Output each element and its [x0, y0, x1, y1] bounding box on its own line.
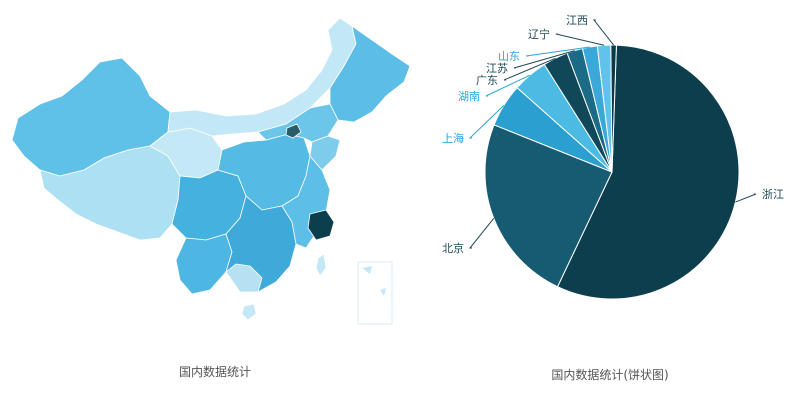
pie-label-江苏: 江苏 — [486, 62, 508, 75]
pie-leader-北京 — [468, 218, 495, 249]
map-region-taiwan[interactable] — [315, 253, 327, 277]
pie-leader-江苏 — [513, 50, 575, 69]
pie-leader-广东 — [503, 57, 556, 81]
inset-islands — [362, 266, 386, 296]
map-title: 国内数据统计 — [178, 365, 251, 379]
pie-label-广东: 广东 — [476, 74, 498, 87]
pie-chart-title: 国内数据统计(饼状图) — [551, 368, 669, 382]
pie-label-北京: 北京 — [442, 241, 464, 255]
pie-chart-panel: 浙江北京 上海 湖南 广东 江苏 山东 辽宁 江西 — [420, 0, 800, 405]
map-region-zhejiang[interactable] — [307, 209, 335, 241]
pie-label-浙江: 浙江 — [762, 188, 784, 201]
pie-slice-北京[interactable] — [484, 124, 613, 288]
pie-label-辽宁: 辽宁 — [528, 27, 550, 41]
map-region-hainan[interactable] — [241, 303, 257, 321]
pie-leader-江西 — [592, 19, 615, 46]
china-map — [11, 17, 411, 325]
pie-label-上海: 上海 — [442, 131, 464, 145]
map-region-northeast[interactable] — [329, 25, 411, 123]
pie-label-湖南: 湖南 — [458, 90, 480, 103]
south-china-sea-inset — [357, 261, 393, 325]
pie-label-山东: 山东 — [498, 50, 520, 63]
pie-leader-湖南 — [485, 74, 531, 97]
pie-leader-辽宁 — [555, 33, 605, 46]
china-map-panel — [11, 17, 411, 325]
pie-leader-山东 — [525, 46, 590, 57]
map-region-beijing[interactable] — [285, 123, 302, 139]
map-region-yunnan[interactable] — [175, 233, 233, 295]
pie-slice-浙江[interactable] — [556, 44, 740, 300]
pie-leader-上海 — [468, 104, 505, 139]
map-region-guangxi[interactable] — [225, 263, 263, 293]
pie-leader-浙江 — [735, 193, 757, 203]
pie-label-江西: 江西 — [566, 14, 588, 27]
map-region-shandong[interactable] — [309, 135, 341, 171]
